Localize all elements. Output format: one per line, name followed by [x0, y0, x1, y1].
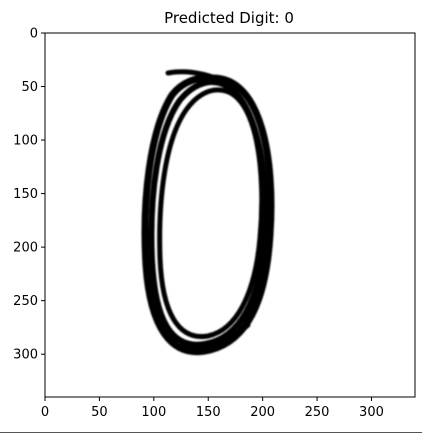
x-tick-label: 0 [41, 405, 49, 420]
x-tick-label: 250 [305, 405, 330, 420]
y-tick-label: 150 [13, 187, 38, 202]
y-tick-label: 250 [13, 294, 38, 309]
x-tick-label: 100 [141, 405, 166, 420]
zero-stroke-flick [165, 69, 228, 85]
axes-frame [44, 32, 416, 398]
plot-title: Predicted Digit: 0 [164, 9, 294, 27]
handwritten-zero-image [141, 69, 275, 356]
x-axis: 0 50 100 150 200 250 300 [41, 397, 384, 420]
zero-stroke-bottom [172, 322, 251, 351]
y-axis: 0 50 100 150 200 250 300 [13, 27, 45, 363]
zero-stroke-inner [157, 87, 265, 340]
x-tick-label: 200 [250, 405, 275, 420]
plot-area [44, 32, 416, 398]
x-tick-label: 300 [359, 405, 384, 420]
x-tick-label: 50 [91, 405, 108, 420]
y-tick-label: 100 [13, 134, 38, 149]
bottom-divider [0, 432, 422, 433]
y-tick-label: 50 [21, 80, 38, 95]
y-tick-label: 200 [13, 241, 38, 256]
y-tick-label: 300 [13, 348, 38, 363]
y-tick-label: 0 [30, 27, 38, 42]
x-tick-label: 150 [196, 405, 221, 420]
